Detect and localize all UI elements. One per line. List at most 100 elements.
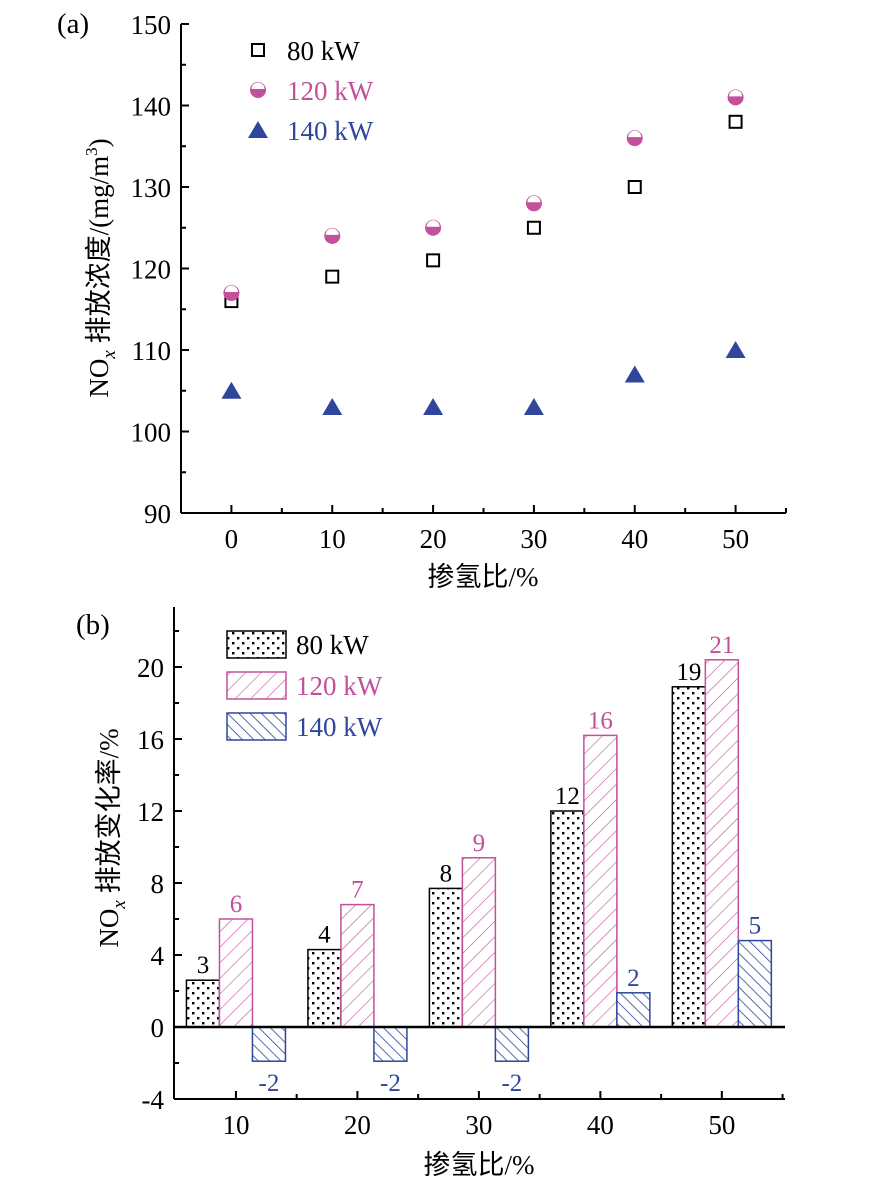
legend-label: 80 kW [296,630,369,660]
bar-value-label: 8 [440,860,453,887]
panel-a-ylabel-rest: 排放浓度/(mg/m [84,156,114,350]
bar-140kw [373,1026,408,1062]
data-point-120kw-top-half [325,228,339,235]
bar-value-label: 5 [749,913,762,940]
panel-a-y-axis-title: NOx 排放浓度/(mg/m3) [82,138,120,397]
legend-label: 140 kW [296,712,383,742]
bar-value-label: 12 [555,783,580,810]
legend-label: 120 kW [296,671,383,701]
bar-80kw [671,686,707,1028]
bar-value-label: 3 [197,952,210,979]
panel-a-x-tick-label: 0 [225,524,239,554]
legend-label: 80 kW [287,36,360,66]
data-point-120kw-top-half [628,130,642,138]
panel-a-axes: 90 100 110 120 130 140 150 0 10 20 30 40 50 [131,10,787,554]
data-point-120kw-top-half [426,220,440,227]
legend-swatch [226,712,287,741]
data-point-120kw [223,284,240,301]
panel-b-axes: -4 0 4 8 12 16 20 10 20 30 40 50 [137,607,785,1140]
data-point-120kw-top-half [729,89,743,97]
panel-b-x-tick-label: 20 [344,1110,371,1140]
data-point-140kw [221,381,242,399]
panel-b-x-tick-label: 10 [222,1110,249,1140]
panel-a-label: (a) [57,8,89,40]
panel-b-ylabel-rest: 排放变化率/% [94,728,124,900]
data-point-80kw [325,269,340,284]
panel-a-y-tick-label: 120 [131,255,172,285]
data-point-120kw [525,195,542,212]
panel-a-ylabel-main: NO [84,359,114,398]
panel-a-y-tick-label: 110 [132,336,172,366]
panel-a-y-tick-label: 140 [131,92,172,122]
bar-value-label: 4 [318,922,331,949]
panel-b-y-tick-label: 8 [151,869,165,899]
panel-b-y-tick-label: 4 [151,941,165,971]
bar-value-label: 9 [473,830,486,857]
bar-value-label: 19 [676,659,701,686]
panel-a-x-axis-title: 掺氢比/% [428,562,539,592]
panel-b-y-tick-label: 12 [137,797,164,827]
bar-120kw [583,734,618,1028]
legend-marker [251,43,265,57]
legend-swatch [226,671,287,700]
bar-value-label: 21 [709,632,734,659]
panel-b-ylabel-sub: x [109,900,130,910]
panel-b-bars: 3 4 8 12 19 6 7 9 16 21 -2 -2 -2 2 5 [174,632,785,1097]
panel-b-ylabel-main: NO [94,909,124,948]
legend-label: 140 kW [287,116,374,146]
panel-b-label: (b) [76,609,110,641]
bar-120kw [218,918,254,1028]
data-point-120kw-top-half [527,195,541,203]
bar-80kw [307,948,342,1028]
data-point-140kw [624,365,645,383]
bar-120kw [704,659,740,1028]
panel-a-x-tick-label: 20 [420,524,447,554]
panel-b-y-tick-label: 20 [137,653,164,683]
data-point-140kw [322,398,343,416]
data-point-80kw [627,180,642,194]
panel-a-points [221,89,746,416]
bar-80kw [428,887,464,1028]
data-point-140kw [423,398,444,416]
legend-marker [248,121,268,138]
panel-a-x-tick-label: 50 [722,524,749,554]
bar-value-label: 2 [627,965,640,992]
panel-b-x-tick-label: 50 [708,1110,735,1140]
legend-label: 120 kW [287,76,374,106]
data-point-140kw [725,341,746,358]
panel-a-legend: 80 kW 120 kW 140 kW [248,36,374,146]
data-point-120kw [425,219,442,236]
panel-b-y-axis-title: NOx 排放变化率/% [94,728,130,947]
data-point-80kw [426,253,441,268]
panel-b-x-tick-label: 40 [587,1110,614,1140]
data-point-80kw [526,220,541,235]
data-point-120kw [324,227,341,244]
bar-120kw [461,857,497,1028]
panel-a-ylabel-end: ) [84,138,114,147]
data-point-120kw-top-half [224,285,238,292]
bar-value-label: -2 [501,1070,522,1097]
bar-140kw [251,1026,287,1062]
panel-a-x-tick-label: 30 [520,524,547,554]
panel-b-legend: 80 kW 120 kW 140 kW [226,630,383,742]
bar-120kw [340,903,375,1028]
bar-80kw [550,810,585,1028]
data-point-120kw [727,89,744,106]
bar-80kw [185,979,221,1028]
bar-value-label: 7 [351,877,364,904]
bar-value-label: -2 [259,1070,280,1097]
panel-a-y-tick-label: 150 [131,10,172,40]
panel-a-ylabel-sub: x [99,350,120,360]
data-point-80kw [728,114,743,129]
legend-marker-top-half [251,82,265,89]
panel-a-ylabel-sup: 3 [82,147,101,156]
panel-a-x-tick-label: 40 [621,524,648,554]
bar-140kw [737,939,773,1028]
data-point-120kw [626,130,643,147]
panel-a-y-tick-label: 100 [131,418,172,448]
panel-a-y-tick-label: 90 [144,499,171,529]
legend-swatch [226,630,287,659]
panel-b-x-axis-title: 掺氢比/% [424,1150,535,1180]
